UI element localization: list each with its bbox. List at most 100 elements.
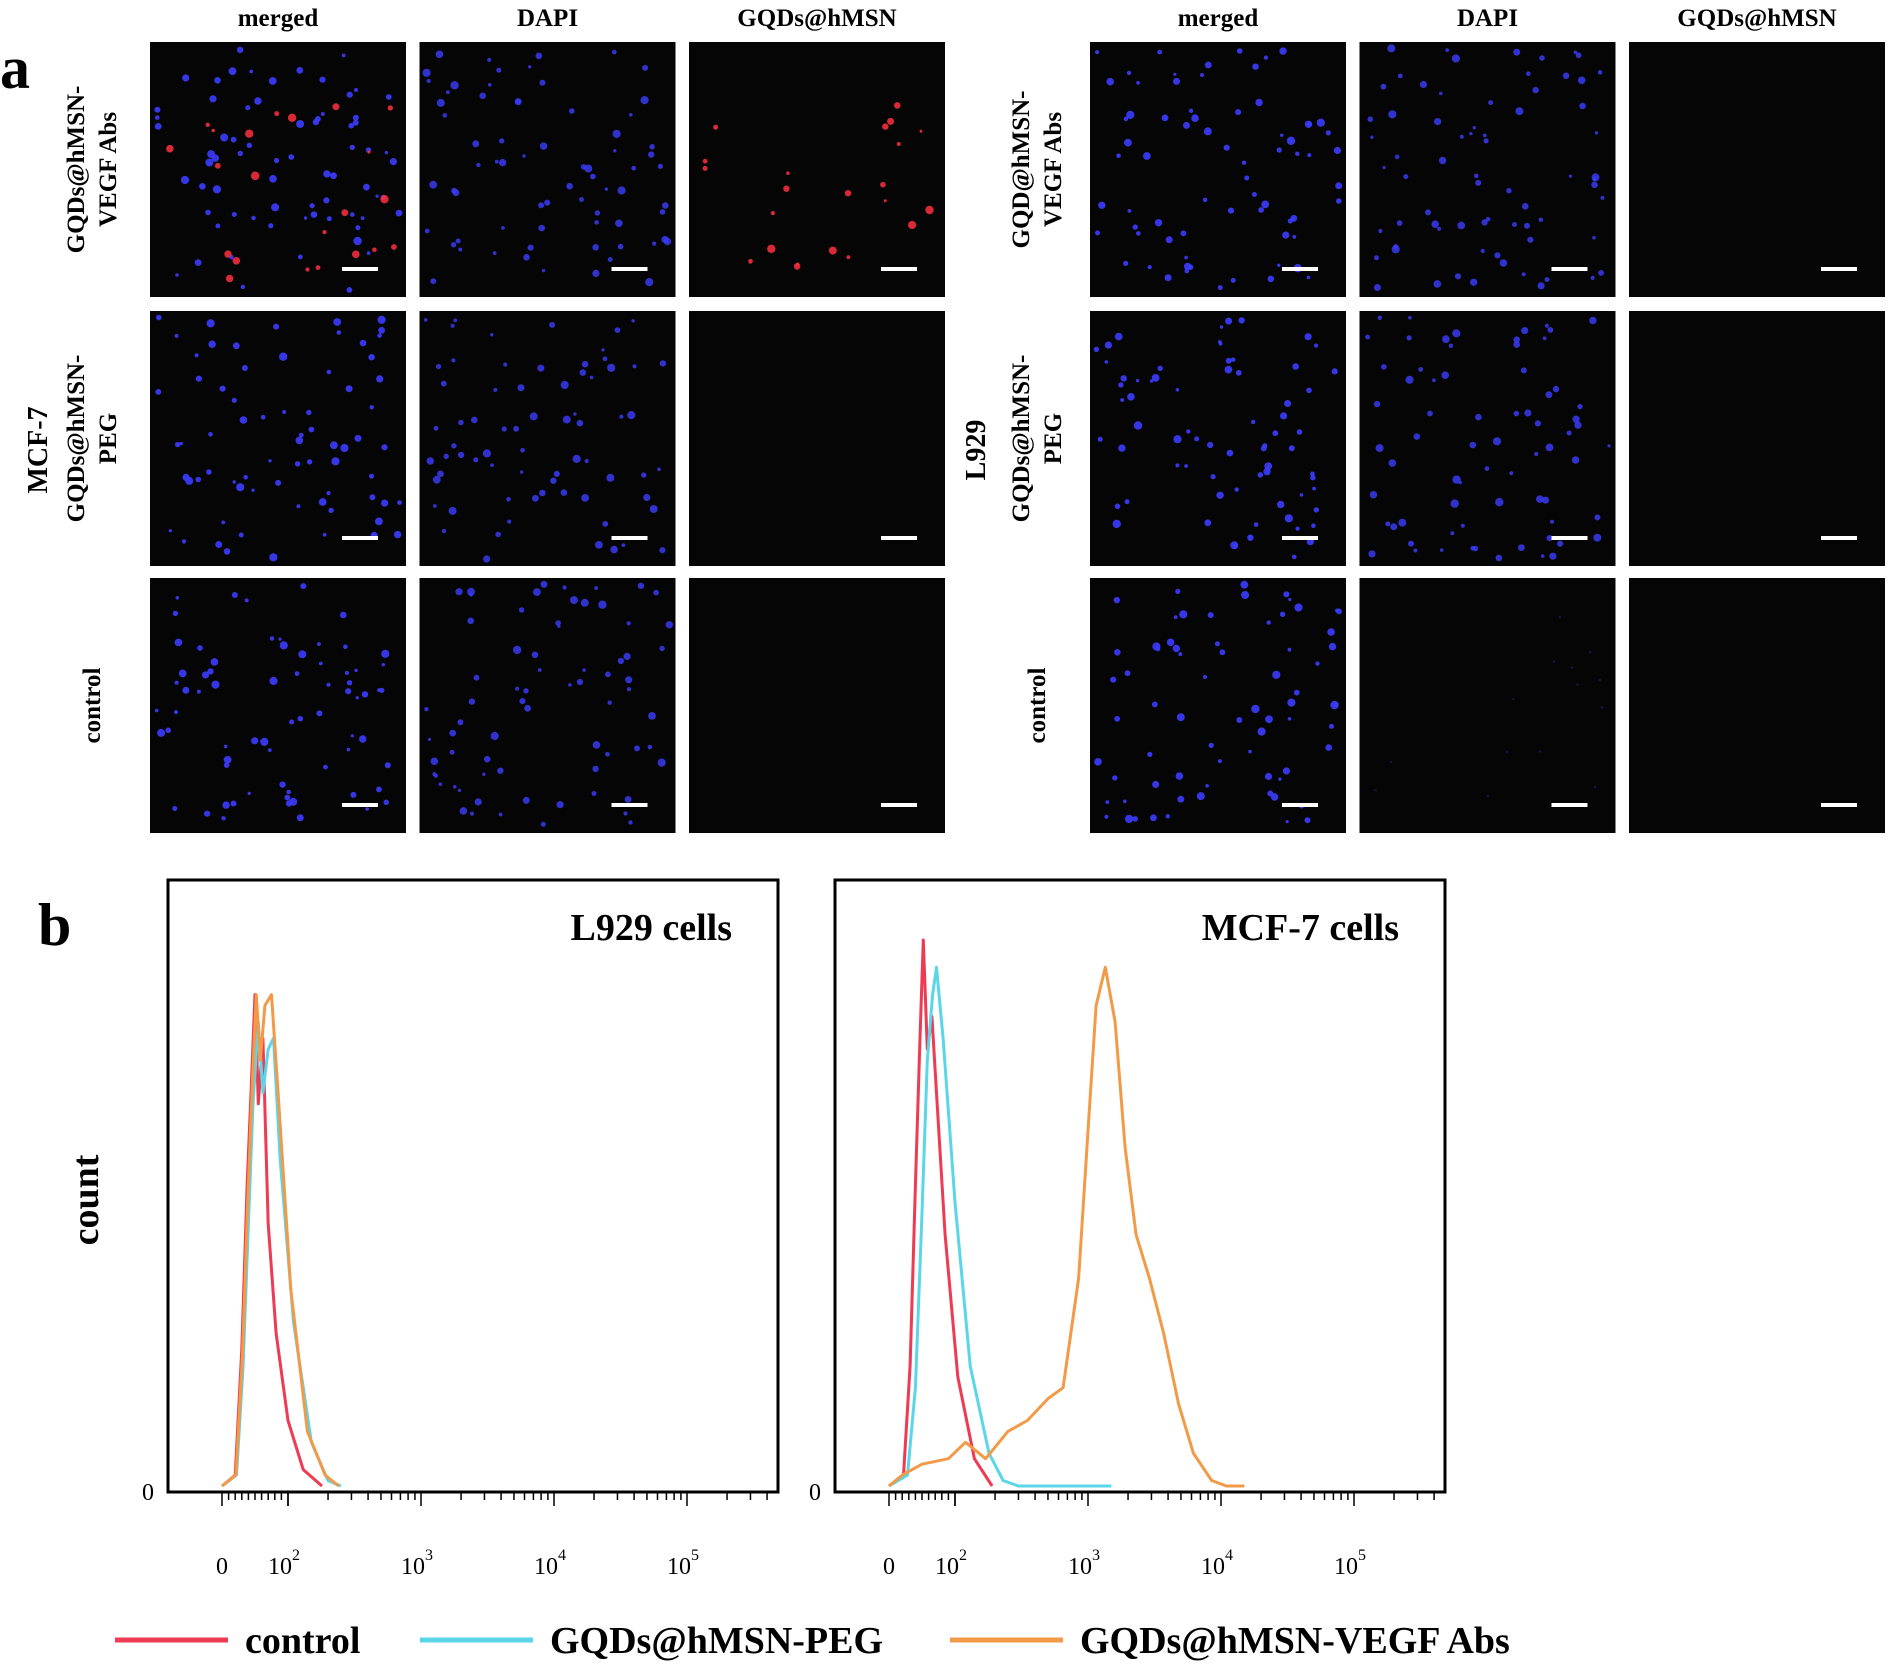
histogram-plot-1: MCF-7 cells 0 0 102 103 104 105 [809,878,1447,1580]
x-tick-label: 105 [667,1547,699,1580]
signal-spot [770,211,776,216]
cell-nucleus [223,548,231,555]
cell-nucleus [230,800,237,807]
cell-nucleus [1124,138,1132,147]
cell-nucleus [1166,638,1175,647]
x-tick-label: 0 [216,1554,228,1580]
cell-nucleus [556,801,564,809]
signal-spot [793,263,801,270]
series-line-gqds-hmsn-vegf-abs [221,993,340,1488]
cell-nucleus [1315,661,1320,666]
cell-nucleus [249,69,254,74]
cell-nucleus [1157,365,1163,371]
micrograph-group-l929: merged DAPI GQDs@hMSN L929 GQD@hMSN- VEGF Abs… [961,5,1885,833]
cell-nucleus [1236,48,1243,54]
cell-nucleus [379,687,385,693]
cell-nucleus [1135,379,1140,383]
cell-nucleus [1405,375,1414,384]
cell-nucleus [182,686,190,694]
cell-nucleus [637,582,645,589]
cell-nucleus [378,326,385,334]
cell-nucleus [1132,816,1138,822]
cell-nucleus [354,434,362,442]
signal-spot [287,113,297,123]
cell-nucleus [1175,588,1181,595]
faint-nucleus [1593,785,1597,789]
cell-nucleus [1579,102,1586,110]
signal-spot [245,129,254,138]
cell-nucleus [154,708,159,713]
cell-nucleus [1527,236,1534,243]
cell-nucleus [309,203,315,209]
cell-nucleus [296,67,304,74]
cell-nucleus [273,323,280,330]
cell-nucleus [1545,391,1553,399]
cell-nucleus [576,678,584,686]
cell-nucleus [1481,219,1488,226]
scale-bar [881,267,917,271]
cell-nucleus [237,150,243,157]
cell-nucleus [438,782,443,786]
cell-nucleus [1521,327,1529,335]
cell-nucleus [566,182,573,190]
cell-nucleus [576,419,584,427]
cell-line-label: MCF-7 [23,406,54,493]
cell-nucleus [1307,121,1312,127]
cell-nucleus [432,475,441,484]
faint-nucleus [1486,794,1490,798]
cell-nucleus [1398,518,1407,527]
cell-nucleus [345,385,353,393]
cell-nucleus [1380,83,1387,90]
cell-nucleus [1418,367,1424,372]
cell-nucleus [1123,116,1129,122]
cell-nucleus [1460,523,1465,528]
cell-nucleus [1310,475,1316,481]
row-label: PEG [1040,413,1067,464]
legend-label: control [245,1620,360,1662]
cell-nucleus [1515,107,1524,116]
cell-nucleus [195,375,202,382]
cell-nucleus [449,729,457,737]
cell-nucleus [175,596,180,600]
plot-frame [833,878,1447,1494]
signal-spot [224,250,232,258]
cell-nucleus [1236,717,1243,723]
cell-nucleus [661,235,669,244]
cell-nucleus [592,741,601,749]
cell-nucleus [1542,336,1547,341]
cell-nucleus [168,529,172,533]
cell-nucleus [1574,421,1582,429]
cell-nucleus [1278,777,1282,781]
cell-nucleus [219,385,226,392]
cell-nucleus [1120,375,1127,382]
cell-nucleus [540,580,548,588]
cell-nucleus [1272,670,1281,679]
cell-nucleus [476,162,481,168]
cell-nucleus [1203,127,1212,136]
cell-nucleus [598,600,607,609]
cell-nucleus [501,426,507,432]
cell-nucleus [232,480,236,484]
cell-nucleus [1470,278,1478,286]
cell-nucleus [1473,173,1479,179]
cell-nucleus [539,79,546,86]
cell-nucleus [610,545,618,554]
x-tick-label: 104 [1201,1547,1233,1580]
cell-nucleus [507,519,512,524]
cell-nucleus [322,532,327,537]
row-label: PEG [95,413,122,464]
cell-nucleus [607,257,613,262]
cell-nucleus [1225,357,1232,364]
cell-nucleus [1104,814,1109,819]
cell-nucleus [1217,285,1223,291]
cell-nucleus [1287,717,1292,721]
cell-nucleus [1105,800,1110,804]
cell-nucleus [1547,327,1554,333]
cell-nucleus [631,165,637,171]
cell-nucleus [1205,784,1209,788]
cell-nucleus [209,95,217,103]
cell-nucleus [435,50,444,59]
panel-a-letter: a [0,35,30,101]
cell-nucleus [297,715,304,722]
